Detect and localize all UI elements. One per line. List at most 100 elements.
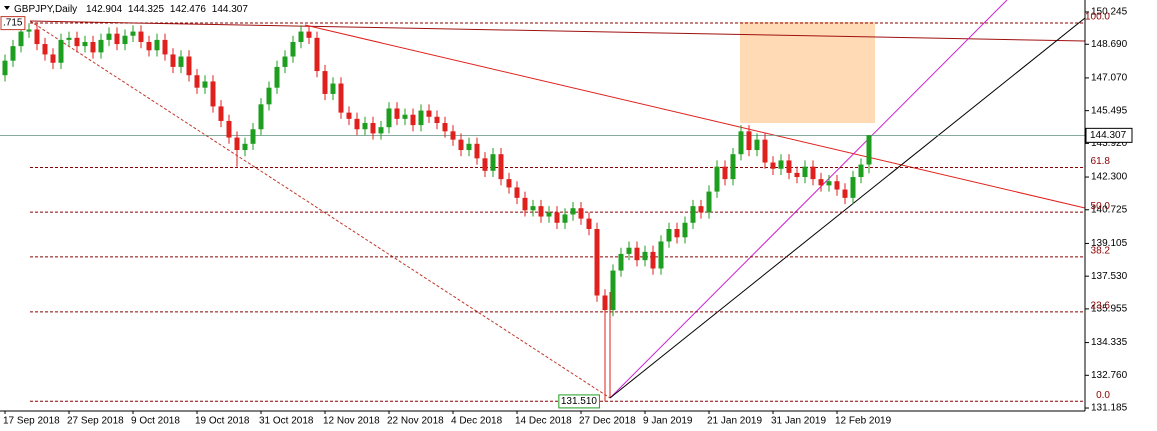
candle-body [466,143,472,151]
candle-body [386,108,392,128]
x-tick-label: 9 Jan 2019 [643,416,693,427]
y-tick-label: 131.185 [1091,403,1128,414]
annotation-label: 131.510 [561,396,598,407]
candle-body [826,181,832,186]
candle-body [570,208,576,215]
annotation-box [558,394,600,409]
candle-body [554,212,560,223]
fib-label: 50.0 [1091,201,1111,212]
candle-body [546,212,552,217]
fib-label: 61.8 [1091,156,1111,167]
candle-body [434,116,440,124]
candle-body [754,139,760,151]
candle-body [250,129,256,144]
x-tick-label: 31 Oct 2018 [259,416,314,427]
candle-body [410,114,416,126]
candle-body [746,131,752,151]
candle-body [218,106,224,121]
candle-body [258,104,264,130]
candle-body [98,39,104,53]
candle-body [778,160,784,169]
y-tick-label: 134.335 [1091,337,1128,348]
menu-icon[interactable] [4,6,10,10]
candle-body [602,295,608,311]
trendline [29,20,1086,42]
annotation-box [0,16,26,31]
open-value: 142.904 [86,4,123,15]
candle-body [370,123,376,134]
candle-body [578,208,584,219]
candle-body [274,66,280,88]
candle-body [450,131,456,140]
candle-body [610,270,616,311]
candle-body [306,31,312,38]
candle-body [594,229,600,296]
candle-body [442,123,448,132]
x-tick-label: 19 Oct 2018 [195,416,250,427]
x-tick-label: 12 Nov 2018 [323,416,380,427]
y-tick-label: 139.105 [1091,238,1128,249]
candle-body [722,166,728,180]
y-tick-label: 150.245 [1091,7,1128,18]
candle-body [58,39,64,63]
candle-body [330,83,336,94]
fib-label: 38.2 [1091,245,1111,256]
y-tick-label: 147.070 [1091,73,1128,84]
candle-body [282,56,288,67]
candle-body [298,31,304,42]
candle-body [770,162,776,169]
candle-body [666,229,672,242]
x-tick-label: 4 Dec 2018 [451,416,503,427]
y-tick-label: 132.760 [1091,370,1128,381]
candle-body [346,112,352,119]
candle-body [122,35,128,45]
candle-body [138,31,144,42]
candle-body [522,197,528,211]
candle-body [618,253,624,271]
candle-body [802,166,808,178]
candle-body [714,166,720,192]
candle-body [658,241,664,269]
candle-body [818,179,824,186]
candle-body [426,110,432,117]
candle-body [170,54,176,67]
candle-body [290,41,296,57]
candle-body [186,56,192,76]
candle-body [66,37,72,40]
candle-body [114,33,120,45]
candle-body [154,39,160,51]
candle-body [474,143,480,159]
fib-diagonal [29,20,611,399]
candle-body [10,46,16,61]
current-price-label: 144.307 [1090,130,1127,141]
candle-body [394,108,400,119]
candle-body [74,37,80,47]
trendline [609,0,1008,399]
y-tick-label: 137.530 [1091,271,1128,282]
candle-body [562,214,568,223]
trendline [609,17,1086,399]
candle-body [706,191,712,213]
candle-body [490,154,496,171]
candle-body [354,118,360,130]
candle-body [322,71,328,94]
candle-body [42,44,48,55]
candle-body [850,177,856,198]
candle-body [2,60,8,76]
candle-body [178,56,184,67]
current-price-box [1085,127,1133,143]
fib-label: 0.0 [1096,390,1110,401]
candle-body [194,75,200,88]
candle-body [650,251,656,269]
low-value: 142.476 [170,4,207,15]
x-tick-label: 17 Sep 2018 [3,416,60,427]
candle-body [18,31,24,47]
candle-body [378,127,384,134]
y-tick-label: 143.920 [1091,138,1128,149]
candle-body [690,206,696,223]
fib-label: 23.6 [1091,301,1111,312]
candle-body [82,41,88,47]
candle-body [210,81,216,107]
candle-body [786,160,792,173]
y-tick-label: 135.955 [1091,304,1128,315]
